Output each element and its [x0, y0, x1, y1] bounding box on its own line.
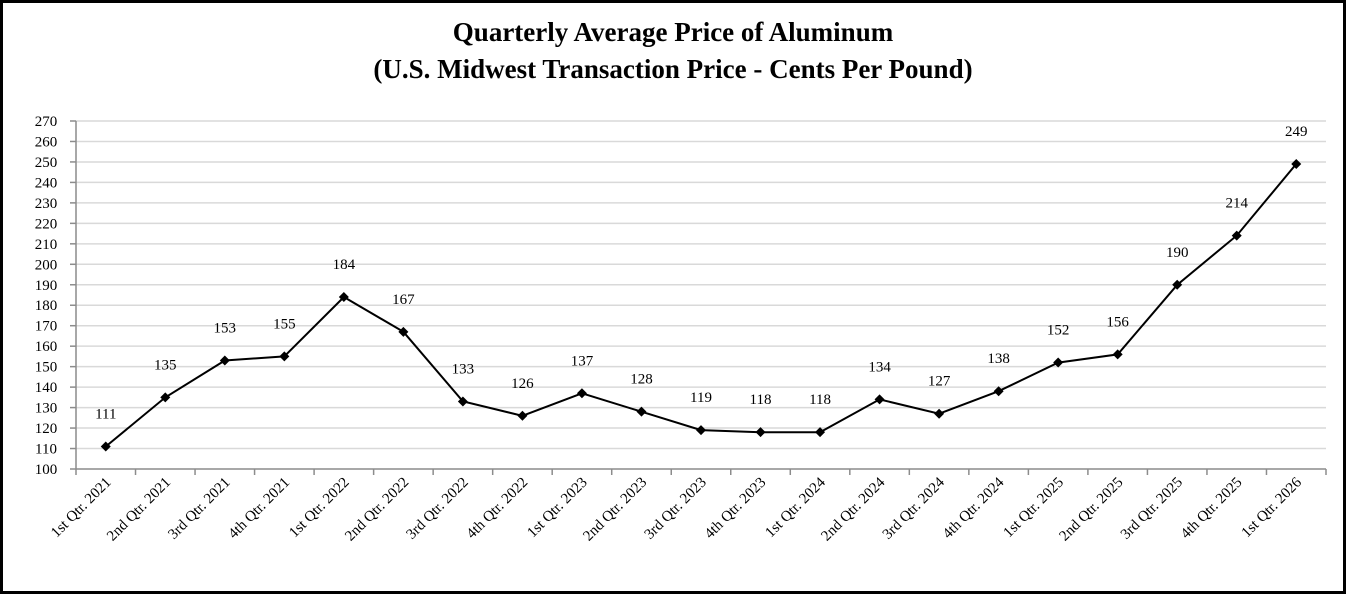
x-tick-label: 3rd Qtr. 2023: [642, 475, 710, 543]
x-tick-label: 2nd Qtr. 2022: [342, 475, 412, 545]
x-tick-label: 4th Qtr. 2025: [1178, 475, 1246, 543]
data-label: 138: [987, 351, 1010, 367]
data-label: 111: [95, 406, 116, 422]
y-tick-label: 250: [35, 155, 58, 171]
data-labels: 111 135 153 155 184 167 133 126 137 128 119 118 118 1…: [95, 124, 1307, 422]
chart-subtitle: (U.S. Midwest Transaction Price - Cents …: [373, 54, 973, 84]
data-label: 167: [392, 292, 415, 308]
data-label: 156: [1106, 314, 1129, 330]
data-label: 127: [928, 374, 951, 390]
data-point: [398, 326, 409, 337]
x-tick-label: 3rd Qtr. 2025: [1118, 475, 1186, 543]
y-tick-label: 190: [35, 278, 58, 294]
data-label: 152: [1047, 323, 1070, 339]
data-point: [815, 427, 826, 438]
data-label: 155: [273, 316, 296, 332]
data-label: 126: [511, 376, 534, 392]
y-tick-label: 240: [35, 175, 58, 191]
y-tick-label: 110: [35, 442, 57, 458]
data-point: [1112, 349, 1123, 360]
data-label: 118: [809, 392, 831, 408]
data-point: [1053, 357, 1064, 368]
x-tick-label: 1st Qtr. 2025: [1001, 475, 1067, 541]
data-point: [1231, 230, 1242, 241]
x-tick-label: 2nd Qtr. 2021: [104, 475, 174, 545]
y-tick-label: 130: [35, 401, 58, 417]
data-label: 119: [690, 390, 712, 406]
data-label: 128: [630, 372, 653, 388]
y-tick-label: 200: [35, 257, 58, 273]
data-point: [457, 396, 468, 407]
y-tick-label: 230: [35, 196, 58, 212]
x-tick-label: 1st Qtr. 2023: [524, 475, 590, 541]
data-point: [576, 388, 587, 399]
data-point: [1291, 158, 1302, 169]
x-tick-label: 4th Qtr. 2023: [702, 475, 770, 543]
data-point: [874, 394, 885, 405]
data-label: 190: [1166, 245, 1189, 261]
y-tick-label: 100: [35, 462, 58, 478]
x-tick-label: 2nd Qtr. 2023: [580, 475, 650, 545]
data-point: [219, 355, 230, 366]
data-label: 133: [452, 361, 475, 377]
data-label: 214: [1225, 196, 1248, 212]
y-tick-label: 220: [35, 216, 58, 232]
series-markers: [100, 158, 1302, 452]
x-tick-label: 2nd Qtr. 2024: [818, 474, 888, 544]
chart-title: Quarterly Average Price of Aluminum: [452, 17, 894, 47]
data-point: [755, 427, 766, 438]
y-tick-label: 160: [35, 339, 58, 355]
data-point: [160, 392, 171, 403]
data-point: [934, 408, 945, 419]
data-label: 134: [868, 359, 891, 375]
y-tick-label: 140: [35, 380, 58, 396]
data-label: 118: [750, 392, 772, 408]
grid-lines: [76, 120, 1326, 450]
data-point: [993, 386, 1004, 397]
y-tick-label: 120: [35, 421, 58, 437]
data-point: [279, 351, 290, 362]
data-point: [636, 406, 647, 417]
x-tick-label: 1st Qtr. 2026: [1239, 474, 1306, 541]
data-point: [517, 410, 528, 421]
x-tick-label: 1st Qtr. 2021: [48, 475, 114, 541]
data-label: 135: [154, 357, 177, 373]
y-tick-label: 260: [35, 134, 58, 150]
x-tick-label: 2nd Qtr. 2025: [1057, 475, 1127, 545]
data-label: 153: [214, 321, 237, 337]
data-label: 137: [571, 353, 594, 369]
data-point: [100, 441, 111, 452]
data-point: [1172, 279, 1183, 290]
y-tick-label: 180: [35, 298, 58, 314]
x-tick-label: 4th Qtr. 2021: [226, 475, 294, 543]
x-tick-label: 4th Qtr. 2024: [940, 474, 1008, 542]
y-tick-label: 210: [35, 237, 58, 253]
axes: [70, 120, 1327, 475]
x-tick-label: 3rd Qtr. 2024: [880, 474, 949, 543]
y-tick-label: 270: [35, 114, 58, 130]
x-tick-label: 4th Qtr. 2022: [464, 475, 532, 543]
x-tick-label: 3rd Qtr. 2021: [165, 475, 233, 543]
y-tick-label: 170: [35, 319, 58, 335]
x-tick-label: 3rd Qtr. 2022: [404, 475, 472, 543]
data-point: [696, 425, 706, 436]
data-label: 184: [333, 257, 356, 273]
x-tick-label: 1st Qtr. 2022: [286, 475, 352, 541]
data-label: 249: [1285, 124, 1308, 140]
data-point: [338, 292, 349, 303]
y-tick-labels: 100 110 120 130 140 150 160 170 180 190 200 210 220 2…: [35, 114, 58, 478]
x-tick-label: 1st Qtr. 2024: [762, 474, 829, 541]
y-tick-label: 150: [35, 360, 58, 376]
